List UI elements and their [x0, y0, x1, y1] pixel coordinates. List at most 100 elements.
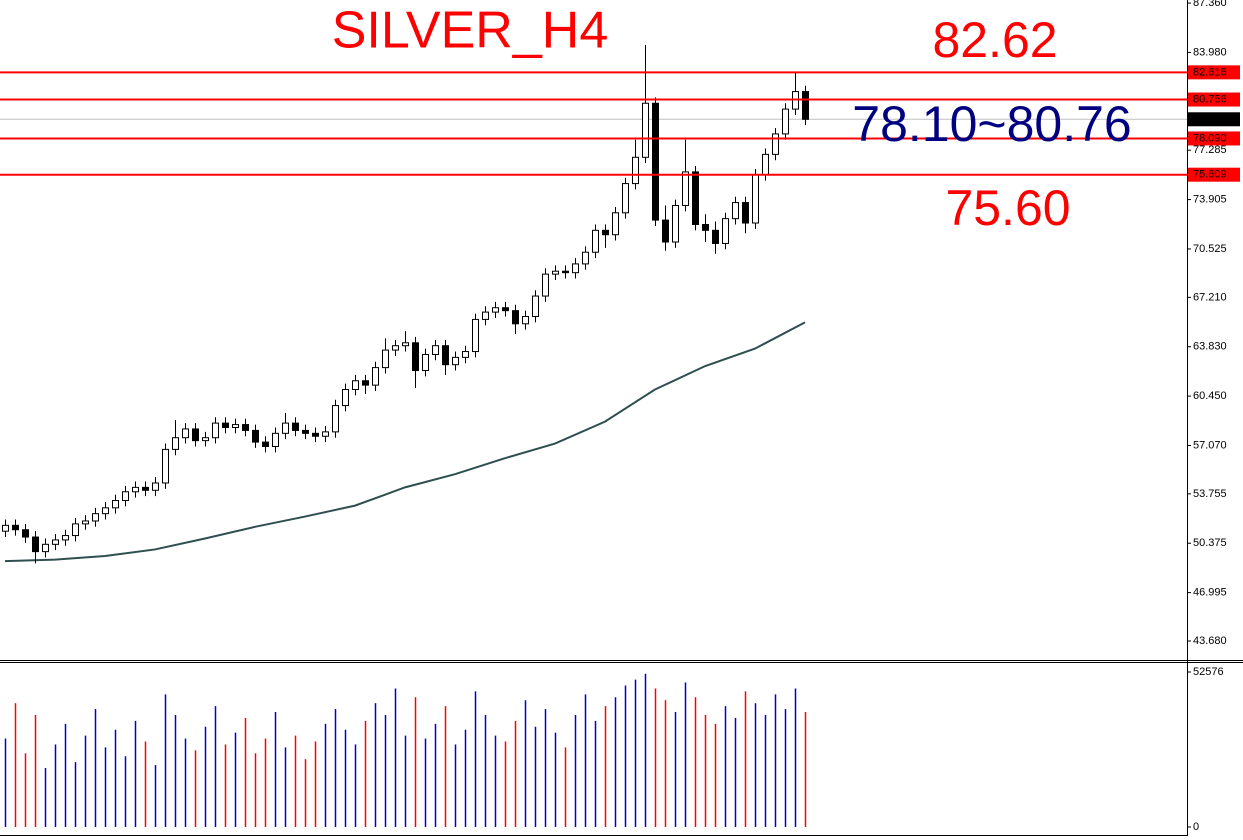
candle-body: [392, 345, 399, 351]
candle-body: [542, 273, 549, 297]
candle-body: [682, 171, 689, 206]
candle-body: [362, 380, 369, 386]
candle-body: [222, 422, 229, 428]
candle-body: [692, 171, 699, 225]
y-tick-label: 73.905: [1193, 193, 1227, 205]
level-box: [1188, 92, 1240, 107]
candle-body: [252, 429, 259, 443]
level-label: 75.609: [1193, 169, 1227, 181]
candle-body: [12, 524, 19, 531]
chart-title: SILVER_H4: [332, 2, 609, 60]
candle-body: [182, 428, 189, 439]
candle-body: [42, 543, 49, 553]
candle-body: [672, 204, 679, 243]
candle-body: [332, 405, 339, 433]
candle-body: [472, 318, 479, 353]
candle-body: [212, 422, 219, 439]
moving-average: [4, 321, 806, 563]
candle-body: [22, 529, 29, 538]
candle-body: [782, 108, 789, 135]
candle-body: [522, 315, 529, 325]
candle-body: [592, 229, 599, 253]
level-label: 80.756: [1193, 93, 1227, 105]
candle-body: [492, 307, 499, 313]
candle-body: [342, 389, 349, 407]
candle-body: [202, 437, 209, 442]
y-tick-label: 53.755: [1193, 488, 1227, 500]
y-tick-label: 70.525: [1193, 243, 1227, 255]
candle-body: [622, 183, 629, 214]
candle-body: [552, 270, 559, 275]
y-tick-label: 87.360: [1193, 0, 1227, 9]
volume-tick-label: 0: [1193, 821, 1199, 833]
candle-body: [232, 424, 239, 428]
candle-body: [572, 263, 579, 274]
candle-body: [752, 174, 759, 224]
candle-body: [352, 380, 359, 391]
candle-body: [152, 482, 159, 491]
level-box: [1188, 167, 1240, 182]
y-tick-label: 57.070: [1193, 439, 1227, 451]
candle-body: [442, 345, 449, 366]
candle-body: [92, 513, 99, 522]
candle-body: [302, 429, 309, 434]
candle-body: [582, 251, 589, 265]
candle-body: [62, 535, 69, 541]
candle-body: [262, 441, 269, 447]
candle-body: [142, 486, 149, 491]
candle-body: [762, 153, 769, 176]
candle-body: [532, 295, 539, 317]
candle-body: [662, 219, 669, 243]
candle-body: [452, 356, 459, 366]
candle-body: [602, 229, 609, 236]
candle-body: [162, 448, 169, 484]
volume-tick-label: 52576: [1193, 666, 1224, 678]
candle-body: [652, 102, 659, 221]
candle-body: [282, 422, 289, 434]
candle-body: [402, 342, 409, 347]
candle-body: [462, 351, 469, 358]
level-box: [1188, 131, 1240, 146]
candle-body: [32, 536, 39, 553]
candle-body: [102, 507, 109, 515]
candle-body: [612, 212, 619, 236]
candle-body: [742, 202, 749, 224]
candle-body: [112, 500, 119, 509]
candle-body: [712, 229, 719, 244]
candle-body: [512, 310, 519, 325]
candle-body: [312, 432, 319, 437]
candle-body: [242, 424, 249, 431]
annotation: 82.62: [932, 12, 1057, 68]
candle-body: [322, 431, 329, 437]
candle-body: [272, 432, 279, 447]
candle-body: [632, 156, 639, 185]
candle-body: [382, 349, 389, 369]
y-tick-label: 43.680: [1193, 635, 1227, 647]
level-box: [1188, 65, 1240, 80]
candle-body: [292, 422, 299, 431]
candle-body: [422, 353, 429, 372]
level-label: 78.090: [1193, 132, 1227, 144]
candle-body: [772, 133, 779, 155]
current-price-box: [1188, 112, 1240, 127]
level-label: 82.616: [1193, 66, 1227, 78]
candle-body: [702, 223, 709, 231]
y-tick-label: 50.375: [1193, 537, 1227, 549]
y-tick-label: 46.995: [1193, 587, 1227, 599]
candle-body: [482, 311, 489, 320]
candle-body: [642, 102, 649, 158]
y-tick-label: 83.980: [1193, 46, 1227, 58]
candle-body: [802, 91, 809, 120]
candle-body: [432, 345, 439, 355]
candle-body: [2, 524, 9, 532]
annotation: 78.10~80.76: [852, 96, 1131, 152]
candle-body: [82, 520, 89, 525]
annotation: 75.60: [945, 180, 1070, 236]
candle-body: [192, 428, 199, 442]
candle-body: [502, 307, 509, 312]
candle-body: [412, 342, 419, 372]
y-tick-label: 67.210: [1193, 291, 1227, 303]
candle-body: [72, 523, 79, 537]
